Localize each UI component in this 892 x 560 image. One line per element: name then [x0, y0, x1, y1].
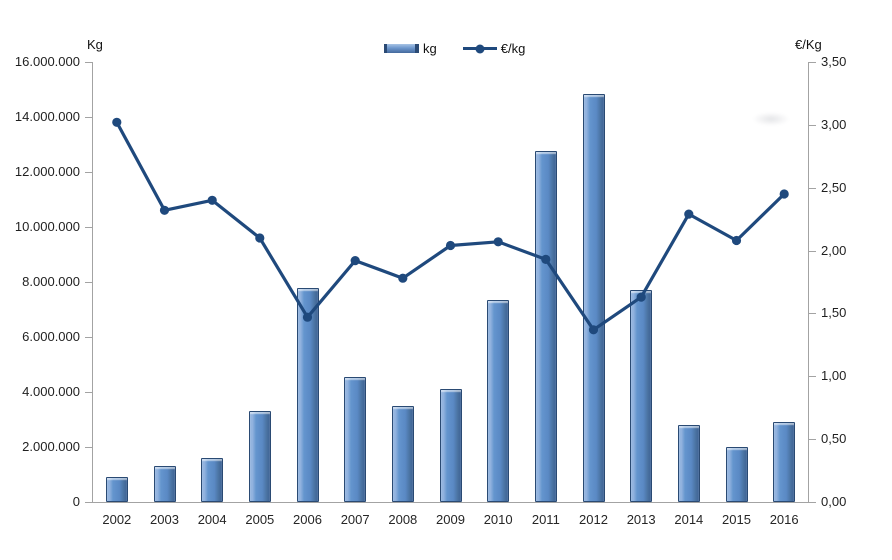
- x-axis-label: 2005: [245, 512, 275, 527]
- price-marker-2008: [398, 273, 408, 283]
- left-axis-tick-label: 4.000.000: [22, 384, 80, 399]
- legend-item-kg: kg: [384, 41, 437, 56]
- price-marker-2005: [255, 233, 265, 243]
- right-axis-tick-label: 1,50: [821, 305, 847, 321]
- x-axis-label: 2013: [626, 512, 656, 527]
- bar-swatch-icon: [384, 44, 419, 53]
- x-axis-label: 2007: [340, 512, 370, 527]
- right-axis-tick: [808, 124, 816, 126]
- left-axis-tick-label: 8.000.000: [22, 274, 80, 289]
- right-axis-tick: [808, 250, 816, 252]
- left-axis-tick-label: 2.000.000: [22, 439, 80, 454]
- x-axis-label: 2009: [436, 512, 465, 527]
- left-axis-tick-label: 6.000.000: [22, 329, 80, 344]
- x-axis-label: 2003: [150, 512, 179, 527]
- left-axis-tick: [85, 117, 93, 118]
- right-axis-tick-label: 0,50: [821, 431, 847, 447]
- right-axis-tick: [808, 187, 816, 189]
- bar-2014: [677, 425, 700, 502]
- price-marker-2004: [207, 195, 217, 205]
- right-axis-tick: [808, 502, 816, 503]
- right-axis-tick: [808, 376, 816, 378]
- price-marker-2003: [159, 205, 170, 215]
- x-axis-label: 2010: [483, 512, 513, 527]
- left-axis-tick: [85, 282, 93, 283]
- legend-label-kg: kg: [423, 41, 437, 56]
- left-axis-tick: [85, 337, 93, 338]
- price-marker-2006: [302, 312, 313, 322]
- x-axis-label: 2016: [769, 512, 799, 527]
- right-axis-title: €/Kg: [795, 37, 822, 52]
- right-axis-tick: [808, 62, 816, 63]
- bar-2016: [773, 422, 796, 502]
- price-marker-2013: [636, 292, 646, 302]
- x-axis-line: [92, 502, 809, 503]
- bar-2010: [487, 299, 510, 502]
- x-axis-label: 2004: [197, 512, 227, 527]
- x-axis-label: 2011: [531, 512, 560, 527]
- x-axis-label: 2014: [674, 512, 704, 527]
- legend-label-eur-per-kg: €/kg: [500, 41, 526, 56]
- left-axis-tick: [85, 502, 93, 503]
- bar-2011: [534, 151, 557, 502]
- left-axis-tick-label: 0: [72, 494, 80, 509]
- price-marker-2007: [350, 256, 360, 266]
- price-marker-2012: [588, 325, 599, 335]
- left-axis-tick: [85, 62, 93, 63]
- right-axis-tick: [808, 313, 816, 315]
- price-marker-2014: [684, 209, 694, 219]
- left-axis-tick-label: 12.000.000: [14, 164, 80, 179]
- left-axis-tick: [85, 392, 93, 393]
- left-axis-tick: [85, 227, 93, 228]
- bar-2004: [201, 458, 224, 502]
- right-axis-line: [808, 62, 809, 503]
- bar-2003: [153, 466, 176, 502]
- x-axis-label: 2008: [388, 512, 418, 527]
- price-marker-2002: [112, 117, 122, 127]
- price-marker-2011: [541, 254, 551, 264]
- line-swatch-icon: [462, 44, 497, 53]
- left-axis-tick: [85, 172, 93, 173]
- right-axis-tick-label: 3,50: [821, 54, 847, 69]
- legend-line-marker-icon: [475, 44, 485, 53]
- price-line-series: [112, 117, 789, 335]
- price-line: [115, 120, 786, 332]
- price-marker-2016: [779, 189, 789, 199]
- right-axis-tick-label: 2,50: [821, 179, 847, 195]
- legend-item-eur-per-kg: €/kg: [462, 41, 526, 56]
- price-marker-2015: [731, 235, 742, 246]
- bar-2008: [391, 405, 414, 502]
- left-axis-tick-label: 14.000.000: [14, 109, 80, 124]
- legend: kg €/kg: [384, 41, 525, 56]
- x-axis-label: 2012: [579, 512, 608, 527]
- bar-2012: [582, 93, 605, 502]
- left-axis-tick: [85, 447, 93, 448]
- left-axis-title: Kg: [87, 37, 103, 52]
- bar-2015: [725, 447, 748, 502]
- right-axis-tick-label: 1,00: [821, 368, 847, 384]
- price-marker-2010: [493, 237, 503, 247]
- right-axis-tick-label: 0,00: [821, 494, 847, 509]
- bar-2002: [105, 477, 128, 502]
- bar-2009: [439, 389, 462, 502]
- left-axis-tick-label: 10.000.000: [14, 219, 80, 234]
- right-axis-tick-label: 2,00: [821, 242, 847, 258]
- bar-2007: [344, 376, 367, 502]
- bar-2013: [630, 290, 653, 502]
- x-axis-label: 2006: [293, 512, 322, 527]
- bar-2006: [296, 287, 319, 502]
- right-axis-tick: [808, 439, 816, 441]
- right-axis-tick-label: 3,00: [821, 116, 847, 132]
- left-axis-tick-label: 16.000.000: [14, 54, 80, 69]
- x-axis-label: 2015: [722, 512, 751, 527]
- faint-watermark: [752, 112, 790, 126]
- price-marker-2009: [445, 240, 456, 251]
- x-axis-label: 2002: [102, 512, 132, 527]
- bar-2005: [248, 411, 271, 502]
